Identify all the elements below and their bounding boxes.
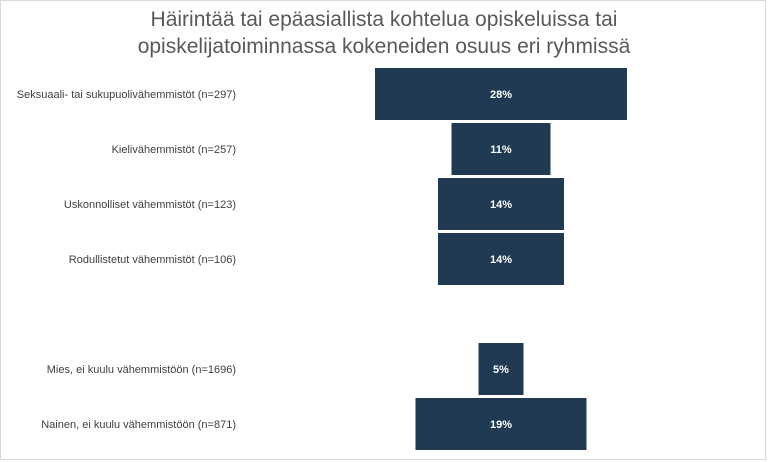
- chart-title: Häirintää tai epäasiallista kohtelua opi…: [0, 6, 768, 60]
- category-label-3: Uskonnolliset vähemmistöt (n=123): [64, 199, 236, 211]
- category-label-6: Nainen, ei kuulu vähemmistöön (n=871): [41, 419, 236, 431]
- bar-value-label-4: 14%: [490, 254, 512, 266]
- bar-3: [438, 178, 564, 230]
- category-label-4: Rodullistetut vähemmistöt (n=106): [69, 254, 236, 266]
- bar-1: [375, 68, 627, 120]
- bar-value-label-1: 28%: [490, 89, 512, 101]
- chart-title-line-1: Häirintää tai epäasiallista kohtelua opi…: [150, 8, 618, 31]
- bar-value-label-2: 11%: [490, 144, 512, 156]
- bar-4: [438, 233, 564, 285]
- category-label-5: Mies, ei kuulu vähemmistöön (n=1696): [47, 364, 236, 376]
- chart-title-line-2: opiskelijatoiminnassa kokeneiden osuus e…: [137, 35, 631, 58]
- bar-value-label-6: 19%: [490, 419, 512, 431]
- bar-6: [415, 398, 587, 450]
- category-label-1: Seksuaali- tai sukupuolivähemmistöt (n=2…: [17, 89, 236, 101]
- bar-value-label-3: 14%: [490, 199, 512, 211]
- category-label-2: Kielivähemmistöt (n=257): [112, 144, 236, 156]
- bar-value-label-5: 5%: [493, 364, 509, 376]
- bar-5: [478, 343, 524, 395]
- bar-2: [451, 123, 551, 175]
